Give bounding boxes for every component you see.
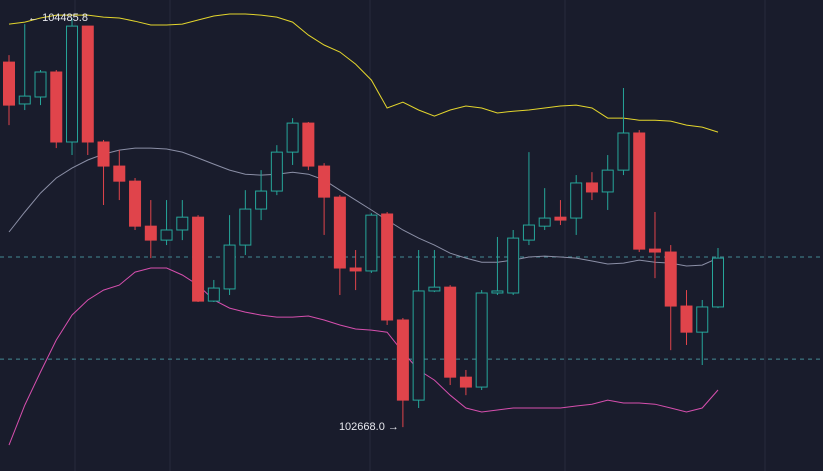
candle-body xyxy=(664,251,677,307)
candle-body xyxy=(554,216,567,221)
candle-body xyxy=(302,122,315,167)
min-label: 102668.0 → xyxy=(339,421,399,433)
candle-body xyxy=(522,224,535,241)
candle-body xyxy=(176,216,189,231)
candle-body xyxy=(680,305,693,333)
candle-body xyxy=(585,182,598,193)
band-line xyxy=(8,147,719,267)
candle-body xyxy=(223,244,236,290)
candle-body xyxy=(617,132,630,171)
candle-body xyxy=(66,25,79,143)
candle-body xyxy=(412,290,425,401)
candle-body xyxy=(712,257,724,308)
band-line xyxy=(8,267,719,446)
candle-body xyxy=(538,217,551,227)
candle-body xyxy=(648,248,661,253)
candle-body xyxy=(18,95,31,105)
candle-body xyxy=(444,286,457,378)
candle-body xyxy=(696,306,709,333)
candle-body xyxy=(144,225,157,241)
candle-body xyxy=(97,141,110,167)
candle-body xyxy=(3,61,15,106)
candle-body xyxy=(396,319,409,401)
candle-body xyxy=(365,214,378,272)
candle-body xyxy=(207,287,220,302)
candle-body xyxy=(633,132,646,250)
candle-body xyxy=(113,165,126,182)
candle-body xyxy=(160,229,173,241)
candle-body xyxy=(459,376,472,388)
candle-body xyxy=(255,190,268,210)
candle-body xyxy=(601,169,614,193)
candle-body xyxy=(349,267,362,272)
max-label: ← 104485.8 xyxy=(28,12,88,24)
candle-body xyxy=(381,213,394,321)
candle-body xyxy=(129,180,142,227)
candle-body xyxy=(270,151,283,192)
candle-body xyxy=(507,237,520,294)
candle-body xyxy=(333,196,346,269)
candle-body xyxy=(34,71,47,98)
candle-body xyxy=(570,182,583,219)
candle-body xyxy=(475,292,488,388)
candle-body xyxy=(192,216,205,302)
candle-body xyxy=(491,290,504,294)
band-line xyxy=(8,13,719,133)
candle-body xyxy=(50,71,63,143)
candle-body xyxy=(81,25,94,143)
candle-body xyxy=(318,165,331,198)
candle-body xyxy=(239,208,252,246)
candle-body xyxy=(286,122,299,153)
candle-body xyxy=(428,286,441,292)
